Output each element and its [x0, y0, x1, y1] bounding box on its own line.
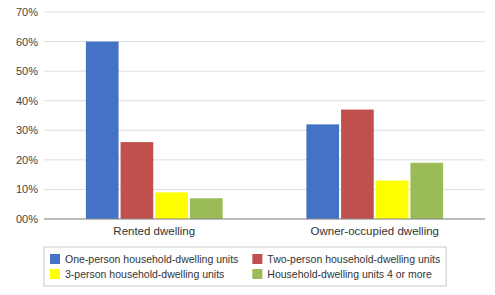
legend-label: One-person household-dwelling units [65, 253, 238, 265]
y-tick-label: 30% [16, 124, 38, 136]
grid [44, 12, 485, 219]
legend-item: One-person household-dwelling units [50, 253, 238, 265]
y-tick-label: 10% [16, 183, 38, 195]
legend-label: Two-person household-dwelling units [267, 253, 440, 265]
bar [410, 163, 443, 219]
chart: 00% 10% 20% 30% 40% 50% 60% 70% Rented dwelling O… [0, 0, 495, 295]
grid-line [44, 219, 485, 220]
y-tick-label: 50% [16, 65, 38, 77]
legend-swatch [252, 269, 262, 279]
x-axis-line [44, 219, 485, 220]
bar [341, 110, 374, 219]
y-tick-label: 00% [16, 213, 38, 225]
y-tick-label: 40% [16, 95, 38, 107]
legend-item: Two-person household-dwelling units [252, 253, 440, 265]
legend-swatch [252, 254, 262, 264]
y-tick-label: 20% [16, 154, 38, 166]
x-tick-label: Rented dwelling [113, 225, 195, 237]
bar [190, 198, 223, 219]
legend-label: 3-person household-dwelling units [65, 268, 224, 280]
y-tick-label: 70% [16, 6, 38, 18]
legend-swatch [50, 254, 60, 264]
bar [121, 142, 154, 219]
legend-item: 3-person household-dwelling units [50, 268, 224, 280]
bar [155, 192, 188, 219]
legend-frame [44, 247, 446, 286]
legend-label: Household-dwelling units 4 or more [267, 268, 432, 280]
bars [86, 42, 443, 219]
legend-item: Household-dwelling units 4 or more [252, 268, 432, 280]
bar [376, 181, 409, 219]
x-tick-label: Owner-occupied dwelling [311, 225, 439, 237]
legend-swatch [50, 269, 60, 279]
grid-line [44, 12, 485, 13]
bar [306, 124, 339, 219]
bar [86, 42, 119, 219]
legend: One-person household-dwelling units Two-p… [44, 247, 446, 286]
y-tick-label: 60% [16, 36, 38, 48]
